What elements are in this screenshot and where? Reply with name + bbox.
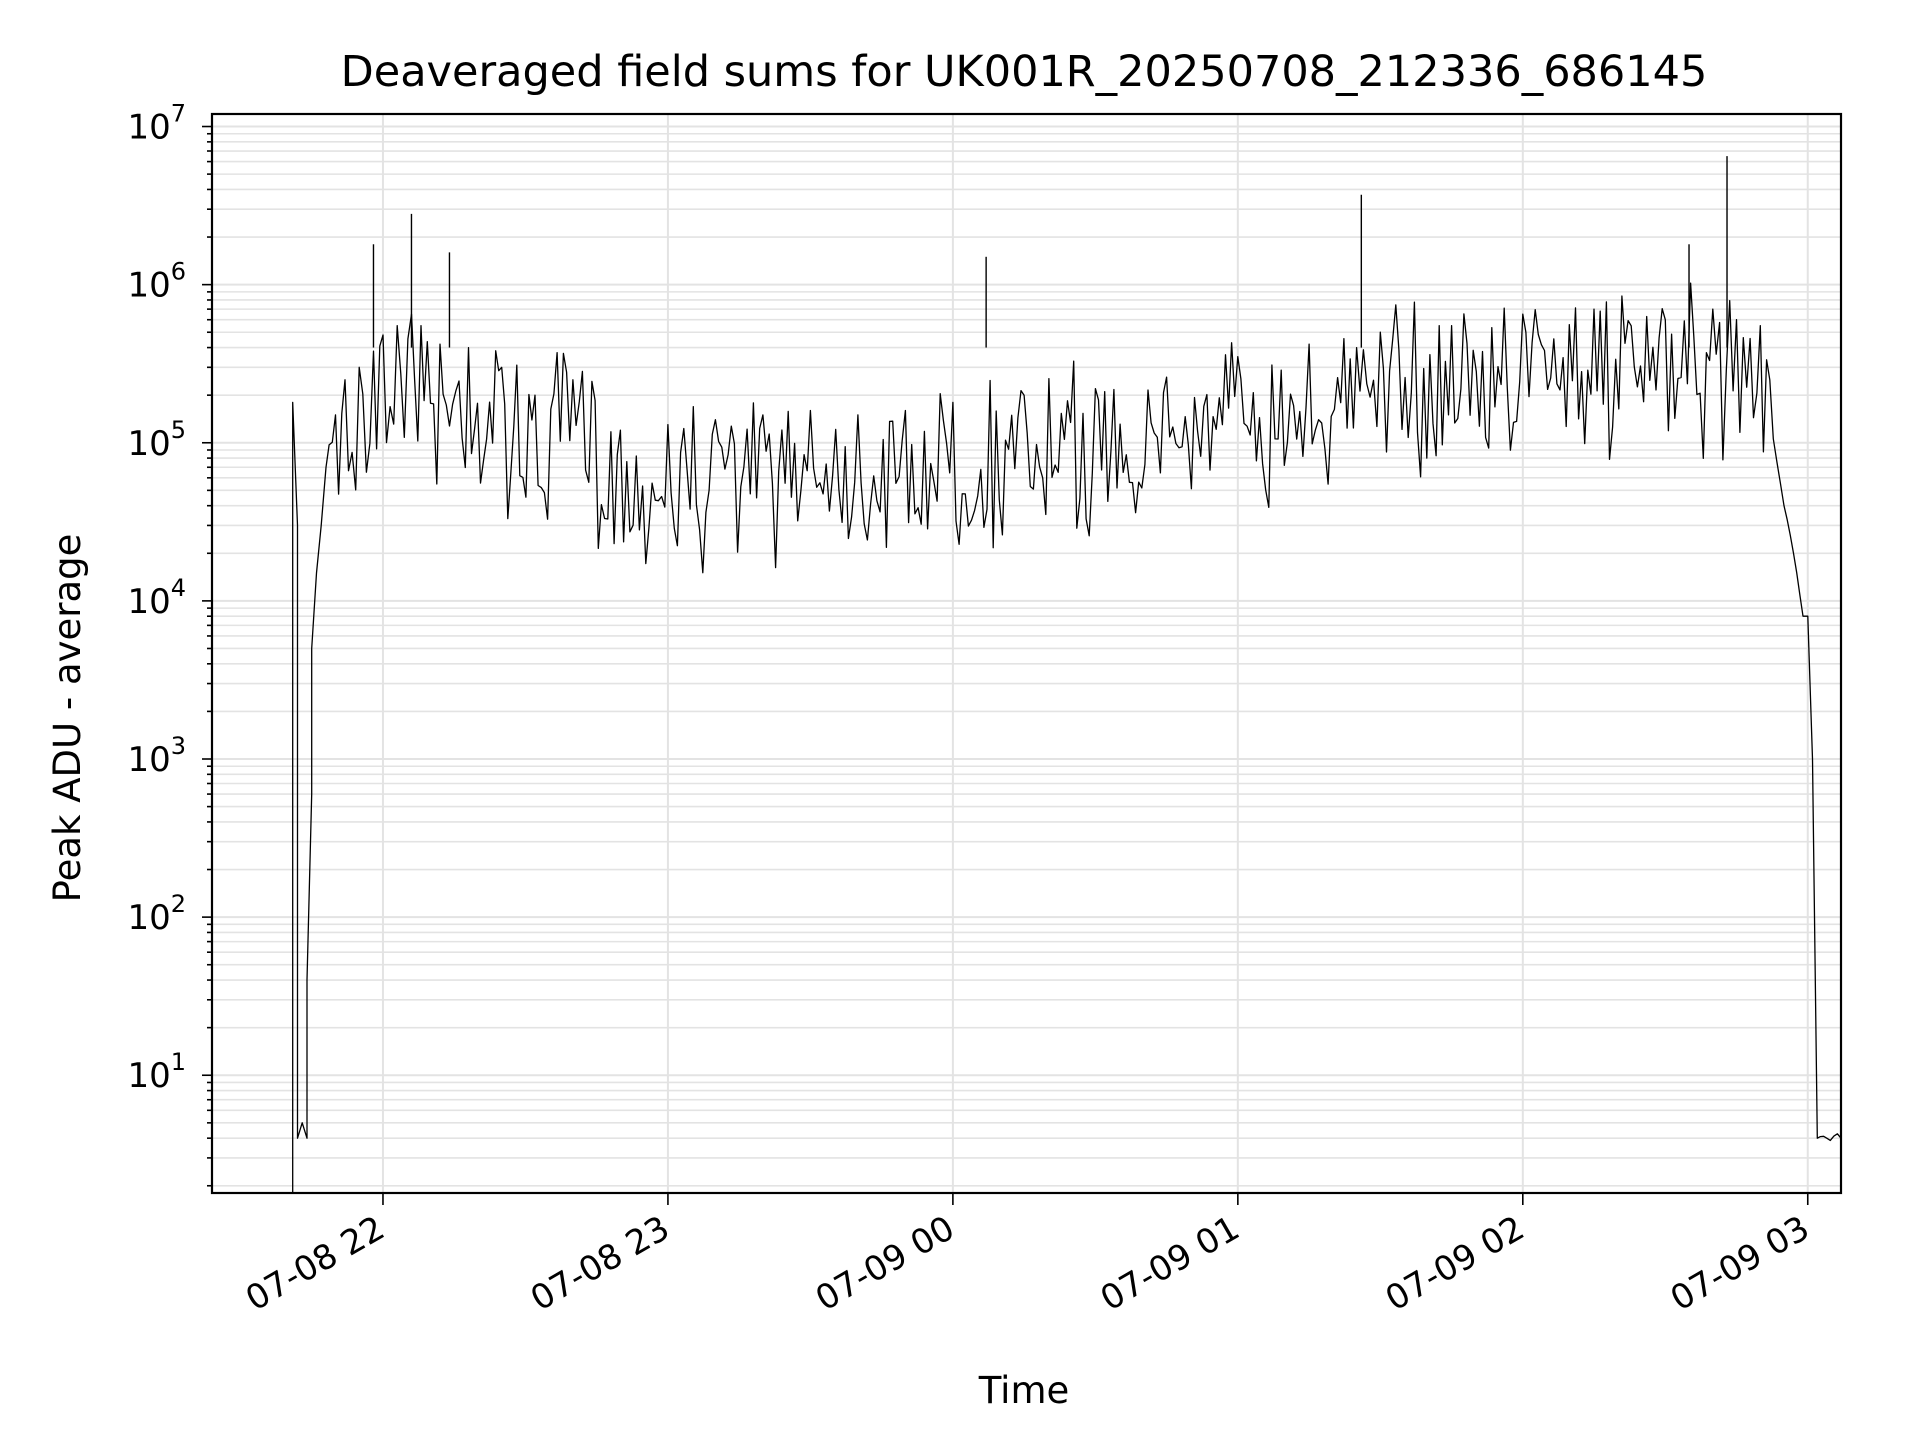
plot-frame (210, 112, 1843, 1195)
y-axis: 101 102 103 104 105 106 107 (127, 100, 212, 1187)
y-tick-label: 102 (127, 890, 186, 938)
x-axis-label: Time (978, 1369, 1070, 1412)
y-axis-label: Peak ADU - average (46, 534, 89, 903)
data-series (292, 156, 1842, 1193)
y-tick-label: 103 (127, 732, 186, 780)
grid-lines (212, 114, 1841, 1193)
y-tick-label: 106 (127, 258, 186, 306)
y-tick-label: 104 (127, 574, 186, 622)
series-line (292, 282, 1842, 1193)
y-tick-label: 101 (127, 1048, 186, 1096)
chart-title: Deaveraged field sums for UK001R_2025070… (341, 47, 1708, 97)
y-tick-label: 107 (127, 100, 186, 148)
y-tick-label: 105 (127, 416, 186, 464)
